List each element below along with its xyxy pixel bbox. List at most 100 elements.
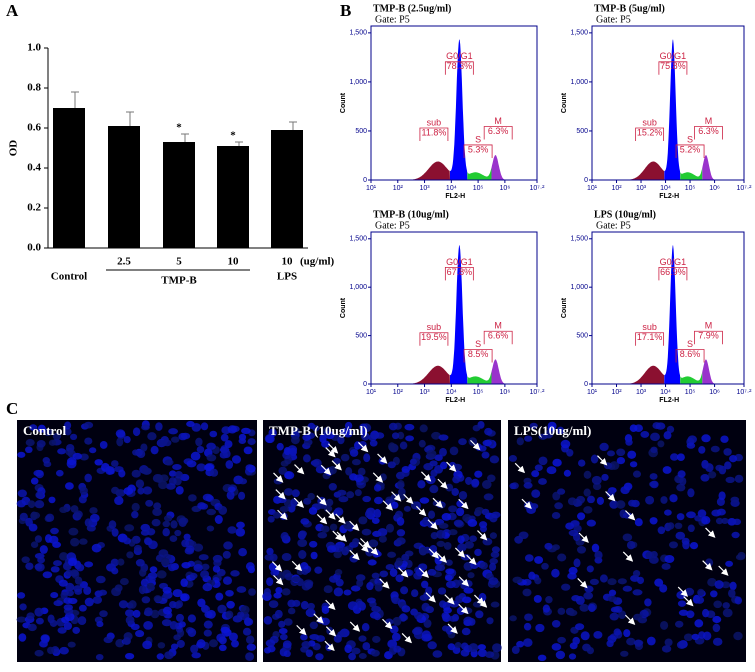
nucleus: [288, 608, 295, 615]
nucleus: [679, 610, 689, 616]
nucleus: [43, 457, 50, 464]
nucleus: [482, 452, 490, 459]
nucleus: [199, 554, 209, 560]
nucleus: [209, 431, 217, 438]
nucleus: [660, 621, 668, 630]
nucleus: [492, 643, 502, 652]
y-tick-label: 1,500: [349, 236, 367, 243]
nucleus: [569, 653, 576, 659]
nucleus: [92, 544, 102, 553]
nucleus: [677, 453, 685, 461]
nucleus: [25, 446, 33, 453]
nucleus: [164, 459, 173, 465]
plot-title: TMP-B (2.5ug/ml): [373, 3, 451, 14]
y-tick-label: 0: [584, 177, 588, 184]
nucleus: [462, 628, 471, 636]
gate-percent: 11.8%: [421, 127, 446, 137]
nucleus: [136, 479, 144, 488]
nucleus: [266, 577, 273, 586]
nucleus: [458, 535, 465, 543]
nucleus: [626, 638, 635, 646]
nucleus: [392, 597, 401, 604]
bar: [271, 130, 303, 248]
unit-label: (ug/ml): [300, 256, 335, 268]
nucleus: [245, 652, 254, 661]
nucleus: [26, 612, 34, 619]
nucleus: [420, 424, 428, 432]
nucleus: [190, 573, 198, 579]
nucleus: [491, 512, 500, 519]
nucleus: [352, 459, 361, 465]
x-tick-label: 2.5: [117, 256, 131, 268]
nucleus: [719, 491, 726, 500]
nucleus: [731, 532, 739, 538]
nucleus: [51, 566, 60, 572]
nucleus: [404, 506, 411, 512]
nucleus: [190, 645, 198, 654]
nucleus: [697, 589, 705, 596]
nucleus: [531, 489, 540, 498]
gate-name: S: [475, 134, 481, 144]
nucleus: [711, 446, 720, 453]
gate-percent: 75.8%: [660, 61, 686, 71]
nucleus: [273, 592, 281, 598]
nucleus: [728, 589, 736, 598]
nucleus: [587, 520, 596, 527]
nucleus: [172, 464, 182, 470]
gate-percent: 8.6%: [680, 349, 701, 359]
nucleus: [152, 519, 161, 527]
nucleus: [524, 623, 531, 631]
nucleus: [139, 585, 146, 594]
nucleus: [677, 641, 687, 649]
panel-label: B: [340, 1, 351, 20]
nucleus: [345, 467, 352, 475]
nucleus: [46, 514, 54, 522]
nucleus: [310, 621, 318, 629]
nucleus: [662, 645, 671, 652]
nucleus: [568, 497, 577, 505]
nucleus: [284, 650, 291, 657]
nucleus: [197, 446, 205, 453]
nucleus: [366, 582, 373, 590]
nucleus: [593, 631, 602, 639]
nucleus: [31, 478, 38, 485]
nucleus: [556, 651, 565, 660]
nucleus: [281, 532, 289, 540]
nucleus: [397, 529, 405, 536]
nucleus: [355, 489, 362, 496]
nucleus: [400, 442, 408, 450]
nucleus: [475, 444, 482, 451]
x-tick-label: 10²: [393, 389, 404, 396]
nucleus: [344, 589, 352, 595]
x-tick-label: 10²: [393, 185, 404, 192]
gate-name: sub: [642, 117, 657, 127]
nucleus: [449, 616, 458, 622]
nucleus: [483, 440, 492, 446]
nucleus: [402, 466, 411, 473]
gate-percent: 6.3%: [698, 126, 719, 136]
nucleus: [659, 584, 667, 592]
nucleus: [554, 502, 563, 509]
nucleus: [446, 559, 453, 565]
nucleus: [197, 502, 206, 509]
nucleus: [684, 634, 693, 642]
nucleus: [298, 550, 306, 559]
nucleus: [284, 471, 294, 479]
nucleus: [142, 468, 152, 475]
nucleus: [616, 449, 625, 457]
nucleus: [490, 455, 499, 463]
nucleus: [588, 604, 596, 612]
nucleus: [545, 596, 552, 603]
nucleus: [292, 489, 300, 497]
nucleus: [561, 584, 570, 591]
nucleus: [354, 474, 364, 482]
y-tick-label: 500: [355, 128, 367, 135]
nucleus: [421, 634, 431, 641]
nucleus: [216, 633, 225, 642]
nucleus: [204, 630, 212, 637]
nucleus: [410, 459, 417, 465]
nucleus: [193, 564, 202, 572]
nucleus: [630, 461, 637, 467]
gate-percent: 5.2%: [680, 144, 701, 154]
nucleus: [397, 480, 404, 489]
